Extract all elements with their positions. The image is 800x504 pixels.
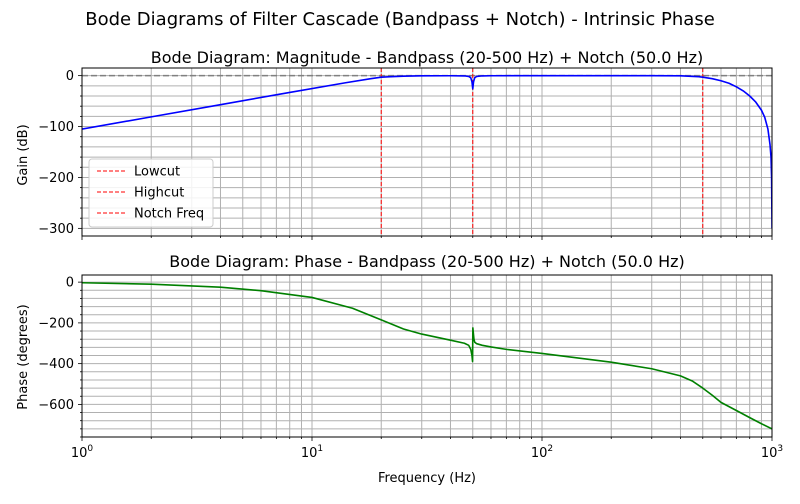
legend-box	[88, 158, 214, 228]
x-tick-label: 101	[301, 444, 323, 461]
phase-panel: 0 −200 −400 −600 100 101 102 103	[38, 274, 783, 461]
magnitude-legend: Lowcut Highcut Notch Freq	[88, 158, 214, 228]
phase-y-tick-label: 0	[66, 276, 74, 291]
phase-y-tick-label: −400	[38, 357, 74, 372]
legend-label: Lowcut	[134, 165, 180, 180]
magnitude-y-tick-label: 0	[66, 69, 74, 84]
magnitude-y-tick-label: −200	[38, 171, 74, 186]
magnitude-y-tick-label: −100	[38, 120, 74, 135]
legend-label: Notch Freq	[134, 207, 204, 222]
magnitude-series-line	[82, 74, 772, 229]
x-tick-label: 103	[761, 444, 783, 461]
phase-panel-title: Bode Diagram: Phase - Bandpass (20-500 H…	[169, 252, 684, 271]
x-tick-label: 102	[531, 444, 553, 461]
x-axis-label: Frequency (Hz)	[378, 471, 476, 486]
x-tick-label: 100	[71, 444, 94, 461]
magnitude-y-axis-label: Gain (dB)	[16, 124, 31, 185]
magnitude-y-tick-label: −300	[38, 222, 74, 237]
magnitude-panel: 0 −100 −200 −300 Lowcut Highcut Notch Freq	[38, 67, 773, 240]
figure-suptitle: Bode Diagrams of Filter Cascade (Bandpas…	[85, 9, 715, 30]
phase-series-line	[82, 281, 772, 430]
magnitude-panel-title: Bode Diagram: Magnitude - Bandpass (20-5…	[151, 48, 703, 67]
phase-y-axis-label: Phase (degrees)	[16, 304, 31, 409]
phase-y-tick-label: −600	[38, 398, 74, 413]
legend-label: Highcut	[134, 186, 184, 201]
magnitude-axes-frame	[81, 67, 773, 237]
phase-y-tick-label: −200	[38, 316, 74, 331]
phase-axes-frame	[81, 274, 773, 438]
